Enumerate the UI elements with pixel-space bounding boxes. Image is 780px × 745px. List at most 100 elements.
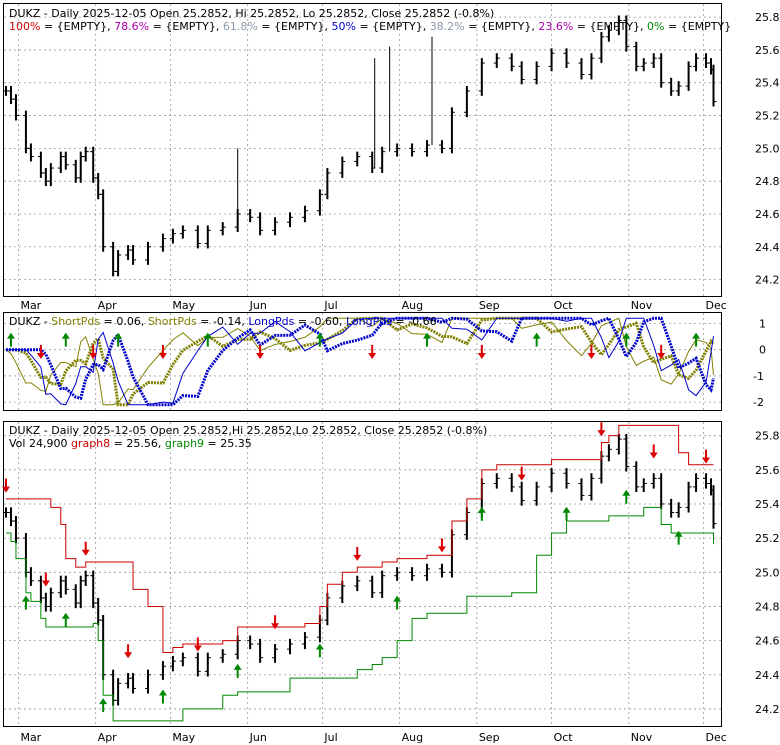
panel3-plot	[2, 422, 717, 722]
arrow-down-head	[41, 580, 50, 587]
fib-236: 23.6%	[538, 20, 573, 33]
arrow-up-head	[532, 332, 541, 339]
y-tick-label: 24.2	[755, 274, 780, 287]
arrow-up-head	[622, 332, 631, 339]
x-tick-label: Apr	[98, 299, 118, 312]
x-tick-label: Aug	[402, 299, 423, 312]
arrow-up-head	[393, 595, 402, 602]
y-tick-label: 0	[759, 344, 766, 357]
arrow-up-head	[692, 332, 701, 339]
arrow-up-head	[6, 332, 15, 339]
arrow-up-head	[99, 698, 108, 705]
p2-h6: = -0.60,	[294, 315, 346, 328]
arrow-down-head	[36, 352, 45, 359]
longpds-signal-line	[6, 316, 715, 407]
fib-618-val: = {EMPTY},	[258, 20, 332, 33]
y-tick-label: 25.6	[755, 464, 780, 477]
arrow-down-head	[477, 352, 486, 359]
shortpds-signal-line	[6, 316, 715, 407]
panel1-fib-legend: 100% = {EMPTY}, 78.6% = {EMPTY}, 61.8% =…	[9, 20, 731, 33]
y-tick-label: 24.6	[755, 635, 780, 648]
arrow-up-head	[562, 506, 571, 513]
arrow-up-head	[674, 530, 683, 537]
x-tick-label: Sep	[479, 299, 500, 312]
arrow-up-head	[158, 689, 167, 696]
arrow-down-head	[353, 554, 362, 561]
arrow-down-head	[193, 645, 202, 652]
arrow-up-head	[61, 612, 70, 619]
arrow-up-head	[315, 643, 324, 650]
fib-50-val: = {EMPTY},	[356, 20, 430, 33]
p2-h7: LongPds	[346, 315, 392, 328]
arrow-down-head	[271, 623, 280, 630]
x-tick-label: Mar	[20, 731, 41, 744]
y-tick-label: -1	[753, 370, 764, 383]
arrow-down-head	[124, 652, 133, 659]
x-tick-label: Apr	[98, 731, 118, 744]
x-tick-label: Jul	[323, 299, 337, 312]
y-tick-label: 25.4	[755, 77, 780, 90]
y-tick-label: 25.0	[755, 566, 780, 579]
x-tick-label: Dec	[706, 299, 727, 312]
x-tick-label: Oct	[554, 299, 574, 312]
p3-vol: Vol 24,900	[9, 437, 71, 450]
y-tick-label: 25.2	[755, 532, 780, 545]
y-tick-label: 24.4	[755, 669, 780, 682]
grid-layer	[4, 4, 721, 726]
fib-382: 38.2%	[430, 20, 465, 33]
arrow-down-head	[158, 352, 167, 359]
p2-h1: ShortPds	[51, 315, 100, 328]
longpds-line	[6, 317, 715, 406]
x-tick-label: May	[172, 731, 195, 744]
y-tick-label: 24.2	[755, 703, 780, 716]
x-tick-label: Jun	[249, 731, 267, 744]
arrow-down-head	[657, 352, 666, 359]
x-tick-label: Sep	[479, 731, 500, 744]
arrow-down-head	[517, 474, 526, 481]
y-tick-label: 1	[759, 317, 766, 330]
panel3-frame	[3, 421, 722, 727]
panel1-header: DUKZ - Daily 2025-12-05 Open 25.2852, Hi…	[9, 7, 494, 20]
fib-50: 50%	[332, 20, 356, 33]
arrow-up-head	[61, 332, 70, 339]
arrow-up-head	[233, 663, 242, 670]
y-tick-label: -2	[753, 396, 764, 409]
fib-786: 78.6%	[114, 20, 149, 33]
p2-h0: DUKZ -	[9, 315, 51, 328]
x-tick-label: Oct	[554, 731, 574, 744]
x-tick-label: Jul	[323, 731, 337, 744]
y-tick-label: 25.8	[755, 11, 780, 24]
x-tick-label: Aug	[402, 731, 423, 744]
p2-h2: = 0.06,	[100, 315, 148, 328]
fib-236-val: = {EMPTY},	[573, 20, 647, 33]
p2-h3: ShortPds	[148, 315, 197, 328]
fib-618: 61.8%	[223, 20, 258, 33]
y-tick-label: 24.8	[755, 600, 780, 613]
axis-labels: Mar Mar Apr Apr May May Jun Jun Jul Jul Aug Aug Sep S…	[20, 11, 779, 744]
y-tick-label: 24.8	[755, 175, 780, 188]
p3-graph9: graph9	[165, 437, 204, 450]
p2-h8: = -0.66	[392, 315, 437, 328]
arrow-down-head	[597, 430, 606, 437]
arrow-down-head	[587, 352, 596, 359]
y-tick-label: 25.4	[755, 498, 780, 511]
arrow-up-head	[114, 332, 123, 339]
y-tick-label: 25.0	[755, 142, 780, 155]
arrow-up-head	[622, 489, 631, 496]
arrow-up-head	[477, 506, 486, 513]
panel3-title: DUKZ - Daily 2025-12-05 Open 25.2852,Hi …	[9, 424, 487, 437]
arrow-down-head	[256, 352, 265, 359]
p3-graph8-val: = 25.56,	[110, 437, 165, 450]
fib-382-val: = {EMPTY},	[465, 20, 539, 33]
y-tick-label: 24.4	[755, 241, 780, 254]
arrow-down-head	[702, 457, 711, 464]
x-tick-label: Dec	[706, 731, 727, 744]
panel2-header: DUKZ - ShortPds = 0.06, ShortPds = -0.14…	[9, 315, 437, 328]
p3-graph9-val: = 25.35	[204, 437, 252, 450]
y-tick-label: 25.2	[755, 110, 780, 123]
y-tick-label: 24.6	[755, 208, 780, 221]
panel3-header: DUKZ - Daily 2025-12-05 Open 25.2852,Hi …	[9, 424, 487, 437]
p2-h4: = -0.14,	[197, 315, 249, 328]
graph9-line	[6, 506, 715, 722]
